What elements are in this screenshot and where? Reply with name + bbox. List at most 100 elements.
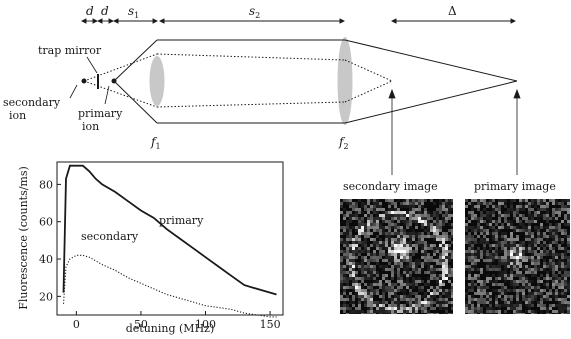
image-pixel: [483, 289, 486, 292]
secondary-series-line: [62, 254, 277, 318]
image-pixel: [498, 217, 501, 220]
image-pixel: [370, 289, 373, 292]
image-pixel: [540, 253, 543, 256]
image-pixel: [370, 232, 373, 235]
image-pixel: [567, 295, 570, 298]
image-pixel: [394, 250, 397, 253]
image-pixel: [486, 301, 489, 304]
image-pixel: [382, 244, 385, 247]
x-tick-label: 100: [195, 318, 216, 331]
image-pixel: [340, 247, 343, 250]
image-pixel: [403, 283, 406, 286]
image-pixel: [442, 271, 445, 274]
image-pixel: [510, 244, 513, 247]
image-pixel: [358, 265, 361, 268]
image-pixel: [516, 253, 519, 256]
image-pixel: [427, 217, 430, 220]
image-pixel: [513, 253, 516, 256]
image-pixel: [465, 229, 468, 232]
image-pixel: [504, 211, 507, 214]
image-pixel: [525, 220, 528, 223]
primary-ion: [111, 78, 117, 84]
image-pixel: [346, 199, 349, 202]
image-pixel: [349, 244, 352, 247]
image-pixel: [370, 274, 373, 277]
image-pixel: [564, 313, 567, 314]
image-pixel: [442, 241, 445, 244]
image-pixel: [531, 217, 534, 220]
image-pixel: [477, 268, 480, 271]
image-pixel: [519, 241, 522, 244]
image-pixel: [388, 289, 391, 292]
image-pixel: [516, 307, 519, 310]
image-pixel: [394, 229, 397, 232]
image-pixel: [439, 235, 442, 238]
image-pixel: [489, 247, 492, 250]
image-pixel: [418, 244, 421, 247]
image-pixel: [358, 241, 361, 244]
image-pixel: [376, 199, 379, 202]
image-pixel: [394, 244, 397, 247]
image-pixel: [552, 208, 555, 211]
image-pixel: [468, 247, 471, 250]
image-pixel: [549, 253, 552, 256]
image-pixel: [531, 295, 534, 298]
image-pixel: [445, 268, 448, 271]
image-pixel: [537, 238, 540, 241]
image-pixel: [495, 310, 498, 313]
image-pixel: [391, 232, 394, 235]
image-pixel: [477, 277, 480, 280]
image-pixel: [382, 268, 385, 271]
image-pixel: [468, 232, 471, 235]
image-pixel: [567, 220, 570, 223]
image-pixel: [471, 277, 474, 280]
image-pixel: [522, 256, 525, 259]
image-pixel: [400, 307, 403, 310]
image-pixel: [403, 304, 406, 307]
image-pixel: [352, 205, 355, 208]
image-pixel: [343, 280, 346, 283]
image-pixel: [391, 199, 394, 202]
image-pixel: [376, 214, 379, 217]
image-pixel: [424, 217, 427, 220]
image-pixel: [367, 286, 370, 289]
image-pixel: [400, 298, 403, 301]
image-pixel: [361, 310, 364, 313]
image-pixel: [522, 313, 525, 314]
image-pixel: [418, 199, 421, 202]
image-pixel: [549, 289, 552, 292]
image-pixel: [373, 280, 376, 283]
image-pixel: [513, 274, 516, 277]
image-pixel: [373, 304, 376, 307]
image-pixel: [406, 274, 409, 277]
image-pixel: [376, 211, 379, 214]
image-pixel: [436, 313, 439, 314]
image-pixel: [546, 295, 549, 298]
image-pixel: [343, 271, 346, 274]
image-pixel: [465, 238, 468, 241]
image-pixel: [516, 295, 519, 298]
image-pixel: [510, 235, 513, 238]
image-pixel: [442, 235, 445, 238]
image-pixel: [531, 235, 534, 238]
image-pixel: [445, 259, 448, 262]
image-pixel: [480, 250, 483, 253]
image-pixel: [436, 208, 439, 211]
image-pixel: [346, 271, 349, 274]
image-pixel: [477, 205, 480, 208]
image-pixel: [427, 310, 430, 313]
image-pixel: [477, 247, 480, 250]
image-pixel: [564, 214, 567, 217]
image-pixel: [552, 232, 555, 235]
image-pixel: [540, 238, 543, 241]
image-pixel: [412, 208, 415, 211]
image-pixel: [415, 235, 418, 238]
image-pixel: [394, 205, 397, 208]
image-pixel: [510, 283, 513, 286]
image-pixel: [355, 238, 358, 241]
image-pixel: [388, 229, 391, 232]
image-pixel: [385, 238, 388, 241]
image-pixel: [343, 301, 346, 304]
image-pixel: [546, 313, 549, 314]
image-pixel: [361, 295, 364, 298]
